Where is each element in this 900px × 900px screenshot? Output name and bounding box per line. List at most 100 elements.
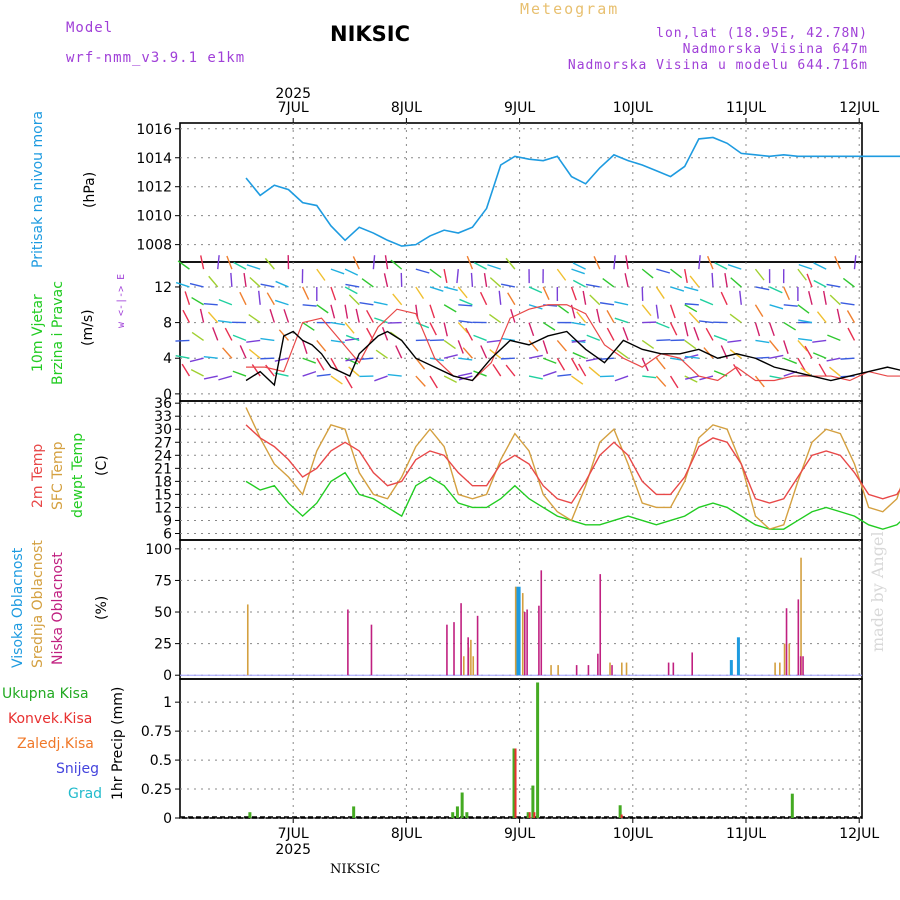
x-tick-label-top: 9JUL: [504, 100, 535, 116]
y-tick-label: 0.25: [141, 782, 172, 798]
wind-arrow: [415, 321, 430, 329]
precip-bar: [465, 812, 469, 818]
cloud-bar: [785, 608, 788, 676]
wind-arrow: [571, 321, 586, 326]
wind-arrow: [218, 298, 233, 306]
cloud-bar: [515, 586, 519, 676]
wind-arrow: [703, 347, 714, 359]
wind-arrow: [175, 281, 190, 288]
wind-arrow: [302, 370, 317, 377]
wind-arrow: [264, 257, 275, 270]
cloud-bar: [467, 637, 469, 676]
wind-arrow: [542, 370, 557, 377]
wind-arrow: [248, 313, 261, 324]
wind-arrow: [207, 311, 219, 324]
wind-arrow: [836, 308, 842, 323]
y-tick-label: 1016: [136, 122, 172, 138]
wind-arrow: [613, 255, 616, 270]
wind-arrow: [316, 339, 327, 352]
wind-arrow: [754, 322, 761, 337]
wind-arrow: [175, 339, 190, 342]
wind-arrow: [699, 298, 714, 306]
wind-arrow: [614, 375, 629, 382]
wind-arrow: [705, 327, 714, 341]
wind-arrow: [570, 357, 579, 371]
wind-arrow: [415, 357, 426, 370]
cloud-bar: [370, 624, 373, 676]
cloud-bar: [802, 656, 804, 676]
wind-arrow: [486, 339, 501, 343]
precip-legend-conv: Konvek.Kisa: [8, 711, 93, 727]
wind-arrow: [727, 339, 742, 343]
wind-arrow: [798, 263, 813, 270]
wind-arrow: [656, 321, 670, 329]
wind-arrow: [816, 311, 827, 324]
wind-arrow: [800, 367, 813, 377]
wind-arrow: [689, 275, 700, 288]
wind-arrow: [684, 375, 698, 383]
wind-arrow: [542, 286, 550, 300]
y-tick-label: 0: [163, 811, 172, 827]
precip-legend-hail: Grad: [68, 786, 103, 802]
wind-arrow: [274, 357, 289, 362]
wind-arrow: [616, 349, 629, 359]
wind-arrow: [217, 255, 220, 270]
x-tick-label-top: 11JUL: [726, 100, 766, 116]
wind-arrow: [593, 256, 601, 270]
wind-arrow: [797, 268, 807, 281]
wind-arrow: [480, 345, 488, 359]
y-tick-label: 75: [154, 573, 172, 589]
wind-arrow: [729, 313, 742, 324]
wind-arrow: [459, 298, 473, 306]
y-tick-label: 100: [145, 542, 172, 558]
wind-arrow: [739, 290, 742, 305]
wind-arrow: [714, 262, 728, 270]
precip-legend-total: Ukupna Kisa: [2, 686, 89, 702]
x-tick-label-top: 7JUL: [278, 100, 309, 116]
y-tick-label: 0: [163, 387, 172, 403]
wind-arrow: [806, 273, 813, 288]
year-label-bottom: 2025: [275, 842, 311, 858]
wind-arrow: [302, 322, 315, 331]
wind-arrow: [670, 268, 683, 279]
precip-bar: [536, 682, 540, 818]
meteogram-title: Meteogram: [520, 0, 620, 18]
cloud-bar: [609, 662, 611, 676]
wind-arrow: [344, 322, 355, 334]
y-tick-label: 1012: [136, 180, 172, 196]
wind-arrow: [528, 339, 539, 352]
wind-arrow: [576, 311, 587, 324]
wind-arrow: [260, 337, 275, 342]
cloud-bar: [625, 662, 628, 676]
cloud-bar: [347, 609, 349, 676]
wind-arrow: [316, 304, 329, 314]
precip-legend-snow: Snijeg: [56, 761, 100, 777]
wind-arrow: [374, 375, 388, 382]
x-tick-label-bottom: 7JUL: [278, 826, 309, 842]
model-label: Model: [66, 20, 114, 36]
wind-arrow: [443, 322, 448, 337]
wind-arrow: [260, 357, 275, 360]
wind-arrow: [366, 309, 374, 323]
footer-station: NIKSIC: [330, 862, 381, 877]
wind-arrow: [316, 373, 331, 377]
wind-arrow: [501, 283, 516, 288]
cloud-bar: [523, 612, 526, 676]
wind-arrow: [783, 304, 798, 307]
lonlat-text: lon,lat (18.95E, 42.78N): [656, 26, 868, 41]
wind-arrow: [813, 262, 827, 270]
wind-arrow: [443, 375, 457, 383]
wind-arrow: [829, 366, 841, 377]
wind-arrow: [182, 309, 191, 323]
wind-arrow: [542, 321, 556, 331]
wind-arrow: [754, 304, 764, 318]
wind-arrow: [191, 331, 204, 341]
wind-arrow: [797, 304, 810, 314]
cloud-bar: [540, 570, 543, 676]
wind-arrow: [732, 363, 742, 377]
wind-arrow: [505, 257, 516, 270]
wind-arrow: [429, 286, 444, 292]
wind-arrow: [222, 347, 233, 359]
wind-arrow: [500, 337, 515, 342]
wind-arrow: [208, 275, 219, 288]
